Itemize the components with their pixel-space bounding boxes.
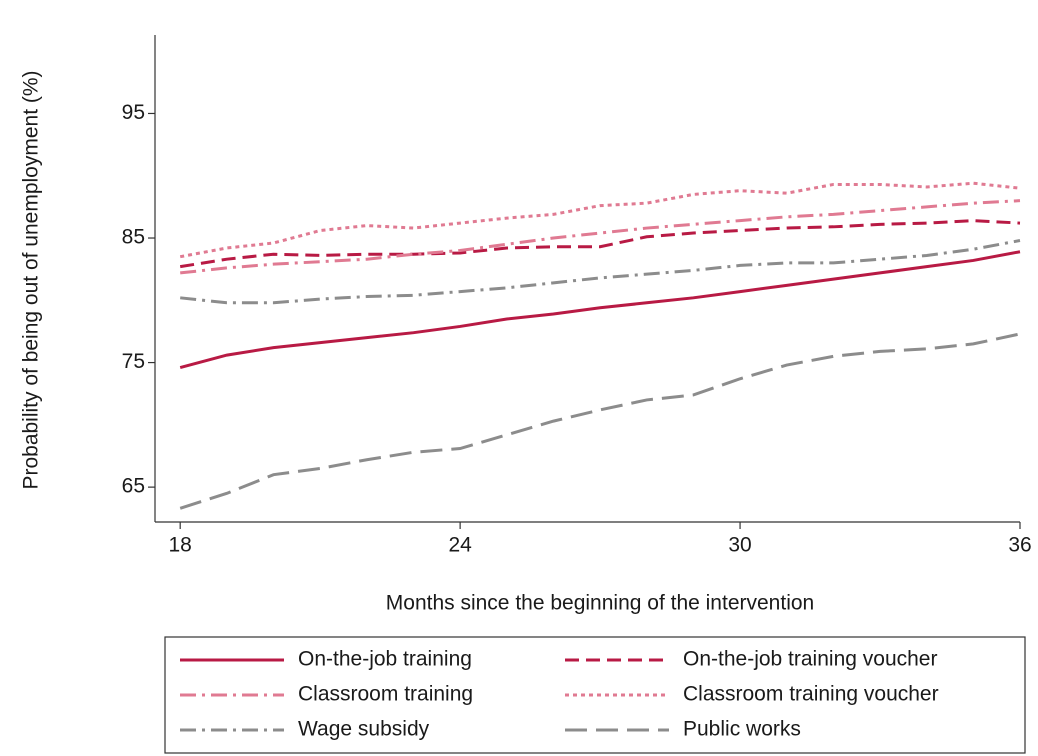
series-line [179,181,1021,259]
x-axis-label: Months since the beginning of the interv… [386,592,814,615]
legend-label: Classroom training [298,683,473,706]
legend-label: Public works [683,718,801,741]
legend-label: On-the-job training [298,648,472,671]
y-tick-label: 85 [122,226,145,249]
series-line [180,199,1021,275]
legend-label: On-the-job training voucher [683,648,937,671]
y-tick-label: 95 [122,101,145,124]
x-tick-label: 24 [448,534,472,557]
legend-label: Classroom training voucher [683,683,939,706]
y-tick-label: 75 [122,350,145,373]
legend-box [164,636,1026,754]
y-tick-label: 65 [122,475,145,498]
x-tick-label: 18 [169,534,192,557]
legend-label: Wage subsidy [298,718,430,741]
series-line [179,332,1021,510]
series-line [179,219,1021,269]
y-axis-label: Probability of being out of unemployment… [20,70,43,489]
x-tick-label: 30 [728,534,751,557]
series-line [179,250,1021,370]
x-tick-label: 36 [1008,534,1031,557]
